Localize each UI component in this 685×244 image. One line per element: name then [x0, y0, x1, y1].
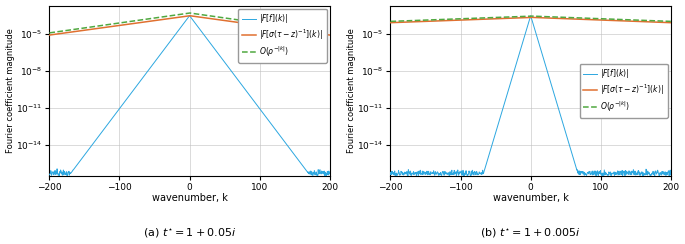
$|F[\sigma(\tau-z)^{-1}](k)|$ [323, 33, 332, 36]
$O(\rho^{-|k|})$ [325, 31, 334, 34]
$|F[\sigma(\tau-z)^{-1}](k)|$ [667, 21, 675, 24]
$O(\rho^{-|k|})$ [223, 17, 231, 20]
$|F[\sigma(\tau-z)^{-1}](k)|$ [173, 16, 181, 19]
$|F[f](k)|$ [223, 64, 232, 67]
$|F[f](k)|$ [86, 145, 95, 148]
$|F[\sigma(\tau-z)^{-1}](k)|$ [514, 16, 522, 19]
Line: $O(\rho^{-|k|})$: $O(\rho^{-|k|})$ [390, 16, 671, 21]
$|F[\sigma(\tau-z)^{-1}](k)|$ [86, 28, 95, 31]
$|F[f](k)|$ [325, 171, 334, 173]
$|F[f](k)|$ [452, 174, 460, 177]
$|F[\sigma(\tau-z)^{-1}](k)|$ [223, 20, 231, 22]
$O(\rho^{-|k|})$ [186, 11, 194, 14]
$|F[f](k)|$ [45, 173, 53, 176]
$|F[\sigma(\tau-z)^{-1}](k)|$ [45, 34, 53, 37]
$O(\rho^{-|k|})$ [564, 16, 572, 19]
Legend: $|F[f](k)|$, $|F[\sigma(\tau-z)^{-1}](k)|$, $O(\rho^{-|k|})$: $|F[f](k)|$, $|F[\sigma(\tau-z)^{-1}](k)… [238, 9, 327, 63]
$O(\rho^{-|k|})$ [667, 20, 675, 23]
Line: $O(\rho^{-|k|})$: $O(\rho^{-|k|})$ [49, 13, 329, 33]
X-axis label: wavenumber, k: wavenumber, k [151, 193, 227, 203]
$|F[\sigma(\tau-z)^{-1}](k)|$ [83, 28, 91, 31]
$O(\rho^{-|k|})$ [45, 31, 53, 34]
$O(\rho^{-|k|})$ [527, 15, 535, 18]
$|F[\sigma(\tau-z)^{-1}](k)|$ [325, 34, 334, 37]
$|F[\sigma(\tau-z)^{-1}](k)|$ [424, 20, 432, 23]
$O(\rho^{-|k|})$ [424, 19, 432, 21]
$O(\rho^{-|k|})$ [386, 20, 395, 23]
$O(\rho^{-|k|})$ [83, 26, 91, 29]
$O(\rho^{-|k|})$ [86, 26, 95, 29]
$|F[f](k)|$ [564, 141, 573, 144]
X-axis label: wavenumber, k: wavenumber, k [493, 193, 569, 203]
$|F[f](k)|$ [55, 174, 63, 177]
$|F[f](k)|$ [323, 173, 332, 176]
$|F[\sigma(\tau-z)^{-1}](k)|$ [386, 21, 395, 24]
Text: (a) $t^{\star} = 1 + 0.05i$: (a) $t^{\star} = 1 + 0.05i$ [142, 227, 236, 240]
$|F[f](k)|$ [461, 172, 469, 175]
$|F[f](k)|$ [186, 14, 194, 17]
$|F[\sigma(\tau-z)^{-1}](k)|$ [186, 14, 194, 17]
Line: $|F[\sigma(\tau-z)^{-1}](k)|$: $|F[\sigma(\tau-z)^{-1}](k)|$ [49, 16, 329, 35]
$|F[f](k)|$ [667, 173, 675, 175]
Line: $|F[f](k)|$: $|F[f](k)|$ [390, 16, 671, 176]
$|F[f](k)|$ [120, 102, 128, 104]
$O(\rho^{-|k|})$ [460, 17, 469, 20]
Line: $|F[\sigma(\tau-z)^{-1}](k)|$: $|F[\sigma(\tau-z)^{-1}](k)|$ [390, 17, 671, 23]
$|F[\sigma(\tau-z)^{-1}](k)|$ [119, 23, 127, 26]
$|F[f](k)|$ [664, 170, 673, 173]
$|F[\sigma(\tau-z)^{-1}](k)|$ [460, 18, 469, 21]
$|F[\sigma(\tau-z)^{-1}](k)|$ [527, 16, 535, 19]
Y-axis label: Fourier coefficient magnitude: Fourier coefficient magnitude [5, 28, 14, 153]
$|F[f](k)|$ [424, 173, 432, 176]
$O(\rho^{-|k|})$ [323, 31, 332, 34]
$O(\rho^{-|k|})$ [173, 13, 181, 16]
$|F[\sigma(\tau-z)^{-1}](k)|$ [664, 21, 673, 24]
$|F[f](k)|$ [84, 150, 92, 152]
$O(\rho^{-|k|})$ [514, 15, 522, 18]
$O(\rho^{-|k|})$ [664, 20, 673, 23]
Line: $|F[f](k)|$: $|F[f](k)|$ [49, 16, 329, 176]
Y-axis label: Fourier coefficient magnitude: Fourier coefficient magnitude [347, 28, 356, 153]
$|F[f](k)|$ [514, 55, 523, 58]
$O(\rho^{-|k|})$ [119, 21, 127, 24]
$|F[\sigma(\tau-z)^{-1}](k)|$ [427, 20, 436, 23]
$|F[f](k)|$ [173, 30, 182, 33]
Text: (b) $t^{\star} = 1 + 0.005i$: (b) $t^{\star} = 1 + 0.005i$ [480, 227, 581, 240]
$|F[f](k)|$ [427, 172, 436, 175]
$O(\rho^{-|k|})$ [427, 18, 436, 21]
$|F[\sigma(\tau-z)^{-1}](k)|$ [564, 17, 572, 20]
Legend: $|F[f](k)|$, $|F[\sigma(\tau-z)^{-1}](k)|$, $O(\rho^{-|k|})$: $|F[f](k)|$, $|F[\sigma(\tau-z)^{-1}](k)… [580, 64, 668, 118]
$|F[f](k)|$ [527, 14, 535, 17]
$|F[f](k)|$ [386, 173, 395, 176]
